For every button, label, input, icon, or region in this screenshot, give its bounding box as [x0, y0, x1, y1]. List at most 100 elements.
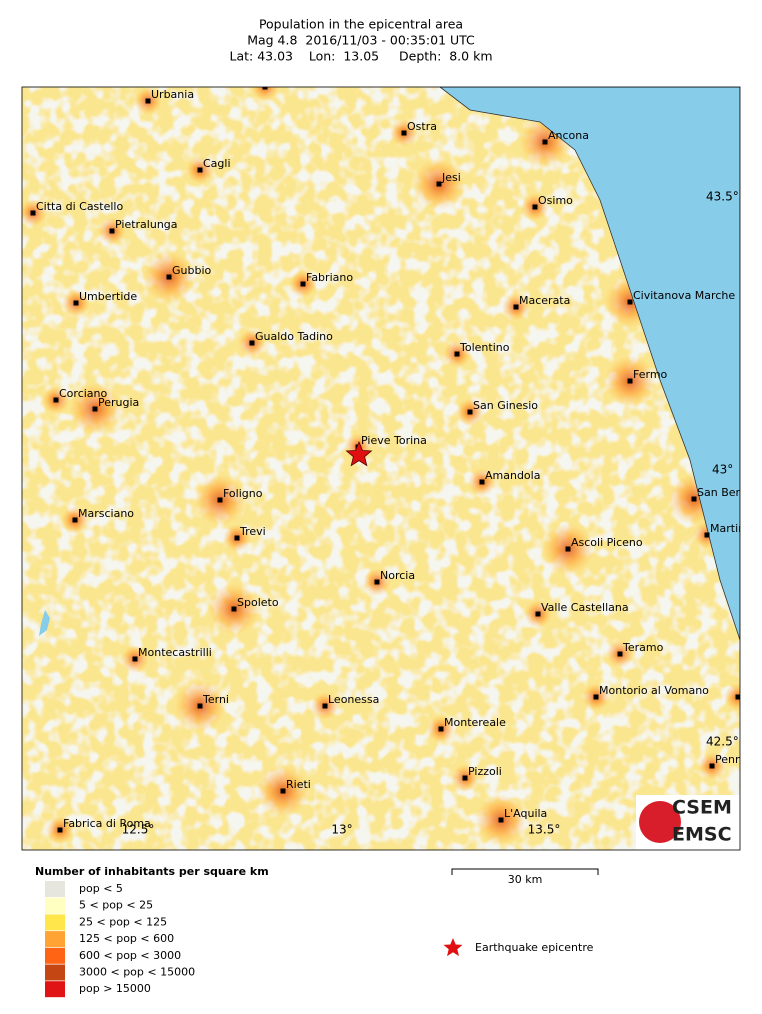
city-marker — [436, 181, 442, 187]
city-marker — [92, 406, 98, 412]
map: Urbania Fossombrone Ostra Ancona Cagli Jesi Os… — [22, 74, 762, 850]
city-label: Citta di Castello — [36, 200, 123, 213]
city-label: Urbania — [151, 88, 194, 101]
city-marker — [467, 409, 473, 415]
legend-label: 3000 < pop < 15000 — [79, 966, 195, 979]
scale-bar — [451, 868, 599, 875]
city-label: Valle Castellana — [541, 601, 629, 614]
city-marker — [166, 274, 172, 280]
city-label: Atri — [741, 684, 760, 697]
city-label: Trevi — [239, 525, 266, 538]
epicentre-star — [345, 440, 373, 467]
city-marker — [280, 788, 286, 794]
lake — [39, 610, 50, 636]
city-label: Civitanova Marche — [633, 289, 735, 302]
longitude-label: 13.5° — [528, 823, 561, 837]
city-label: Penne — [715, 753, 749, 766]
city-marker — [57, 827, 63, 833]
legend-label: Earthquake epicentre — [475, 941, 594, 954]
city-label: Martinsicuro — [710, 522, 762, 535]
legend-label: 5 < pop < 25 — [79, 899, 153, 912]
city-marker — [535, 611, 541, 617]
city-label: Ancona — [548, 129, 589, 142]
logo-text: CSEM — [672, 797, 732, 819]
city-label: Marsciano — [78, 507, 134, 520]
longitude-label: 12.5° — [122, 823, 155, 837]
legend-swatch — [45, 881, 65, 897]
urban-area — [251, 87, 279, 101]
city-label: Gualdo Tadino — [255, 330, 333, 343]
city-marker — [593, 694, 599, 700]
city-label: Osimo — [538, 194, 573, 207]
city-label: Foligno — [223, 487, 263, 500]
legend-swatch — [45, 914, 65, 931]
city-marker — [132, 656, 138, 662]
urban-area — [724, 683, 740, 711]
city-marker — [542, 139, 548, 145]
city-marker — [249, 340, 255, 346]
city-label: Montecastrilli — [138, 646, 212, 659]
latitude-label: 43° — [712, 463, 733, 477]
city-marker — [565, 546, 571, 552]
city-marker — [145, 98, 151, 104]
city-marker — [300, 281, 306, 287]
city-marker — [401, 130, 407, 136]
city-marker — [374, 579, 380, 585]
legend-swatch — [45, 931, 65, 948]
latitude-label: 43.5° — [706, 190, 739, 204]
city-label: Terni — [202, 693, 229, 706]
subtitle: Lat: 43.03 Lon: 13.05 Depth: 8.0 km — [229, 49, 492, 64]
subtitle: Mag 4.8 2016/11/03 - 00:35:01 UTC — [247, 33, 475, 48]
city-marker — [197, 703, 203, 709]
city-label: Teramo — [622, 641, 664, 654]
city-label: Jesi — [441, 171, 461, 184]
city-marker — [479, 479, 485, 485]
city-marker — [53, 397, 59, 403]
city-marker — [30, 210, 36, 216]
city-label: Rieti — [286, 778, 311, 791]
city-marker — [454, 351, 460, 357]
city-label: Norcia — [380, 569, 415, 582]
title: Population in the epicentral area — [259, 17, 463, 32]
sea — [439, 87, 740, 641]
city-label: Perugia — [98, 396, 139, 409]
legend-swatch — [45, 964, 65, 981]
city-marker — [709, 763, 715, 769]
city-label: Fossombrone — [268, 74, 342, 87]
city-label: L'Aquila — [504, 807, 547, 820]
latitude-label: 42.5° — [706, 735, 739, 749]
city-label: San Benedetto — [697, 486, 762, 499]
city-marker — [617, 651, 623, 657]
legend-title: Number of inhabitants per square km — [35, 865, 269, 878]
city-label: Ostra — [407, 120, 437, 133]
city-marker — [109, 228, 115, 234]
legend-label: pop < 5 — [79, 882, 123, 895]
city-label: Leonessa — [328, 693, 379, 706]
city-label: Cagli — [203, 157, 231, 170]
city-label: Fabrica di Roma — [63, 817, 151, 830]
legend-swatch — [45, 947, 65, 964]
logo-globe — [639, 801, 681, 843]
city-label: Umbertide — [79, 290, 137, 303]
city-label: Fabriano — [306, 271, 353, 284]
city-label: Amandola — [485, 469, 540, 482]
city-label: Pieve Torina — [361, 434, 427, 447]
city-label: Tolentino — [459, 341, 510, 354]
city-label: San Ginesio — [473, 399, 538, 412]
legend-label: 25 < pop < 125 — [79, 915, 167, 928]
legend-swatch — [45, 897, 65, 914]
city-label: Spoleto — [237, 596, 279, 609]
city-marker — [532, 204, 538, 210]
city-marker — [197, 167, 203, 173]
longitude-label: 13° — [331, 823, 352, 837]
city-marker — [72, 517, 78, 523]
legend-label: pop > 15000 — [79, 982, 151, 995]
city-label: Corciano — [59, 387, 108, 400]
city-label: Fermo — [633, 368, 668, 381]
city-marker — [691, 496, 697, 502]
city-marker — [322, 703, 328, 709]
city-marker — [735, 694, 740, 700]
legend-label: 125 < pop < 600 — [79, 932, 174, 945]
